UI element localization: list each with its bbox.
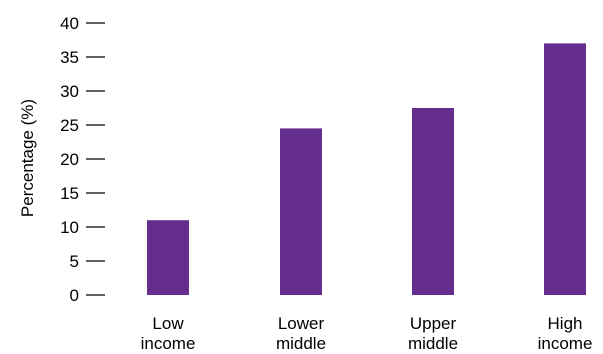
y-tick-label-0: 0 <box>70 286 79 305</box>
x-axis-labels: Low income Lower middle Upper middle High incom… <box>141 314 593 353</box>
bar-low-income <box>147 220 189 295</box>
bars <box>147 43 586 296</box>
x-category-label-lower-middle: Lower middle <box>276 314 326 353</box>
y-tick-label-5: 5 <box>70 252 79 271</box>
y-tick-label-35: 35 <box>60 48 79 67</box>
y-axis: 0 5 10 15 20 25 30 35 40 <box>60 14 105 305</box>
y-tick-label-10: 10 <box>60 218 79 237</box>
y-tick-label-40: 40 <box>60 14 79 33</box>
y-tick-label-30: 30 <box>60 82 79 101</box>
y-tick-label-25: 25 <box>60 116 79 135</box>
bar-high-income <box>544 43 586 296</box>
bar-lower-middle <box>280 128 322 295</box>
x-category-label-low-income: Low income <box>141 314 196 353</box>
x-category-label-upper-middle: Upper middle <box>408 314 458 353</box>
x-category-label-high-income: High income <box>538 314 593 353</box>
bar-upper-middle <box>412 108 454 295</box>
y-axis-title: Percentage (%) <box>18 99 37 217</box>
y-tick-label-15: 15 <box>60 184 79 203</box>
y-tick-label-20: 20 <box>60 150 79 169</box>
